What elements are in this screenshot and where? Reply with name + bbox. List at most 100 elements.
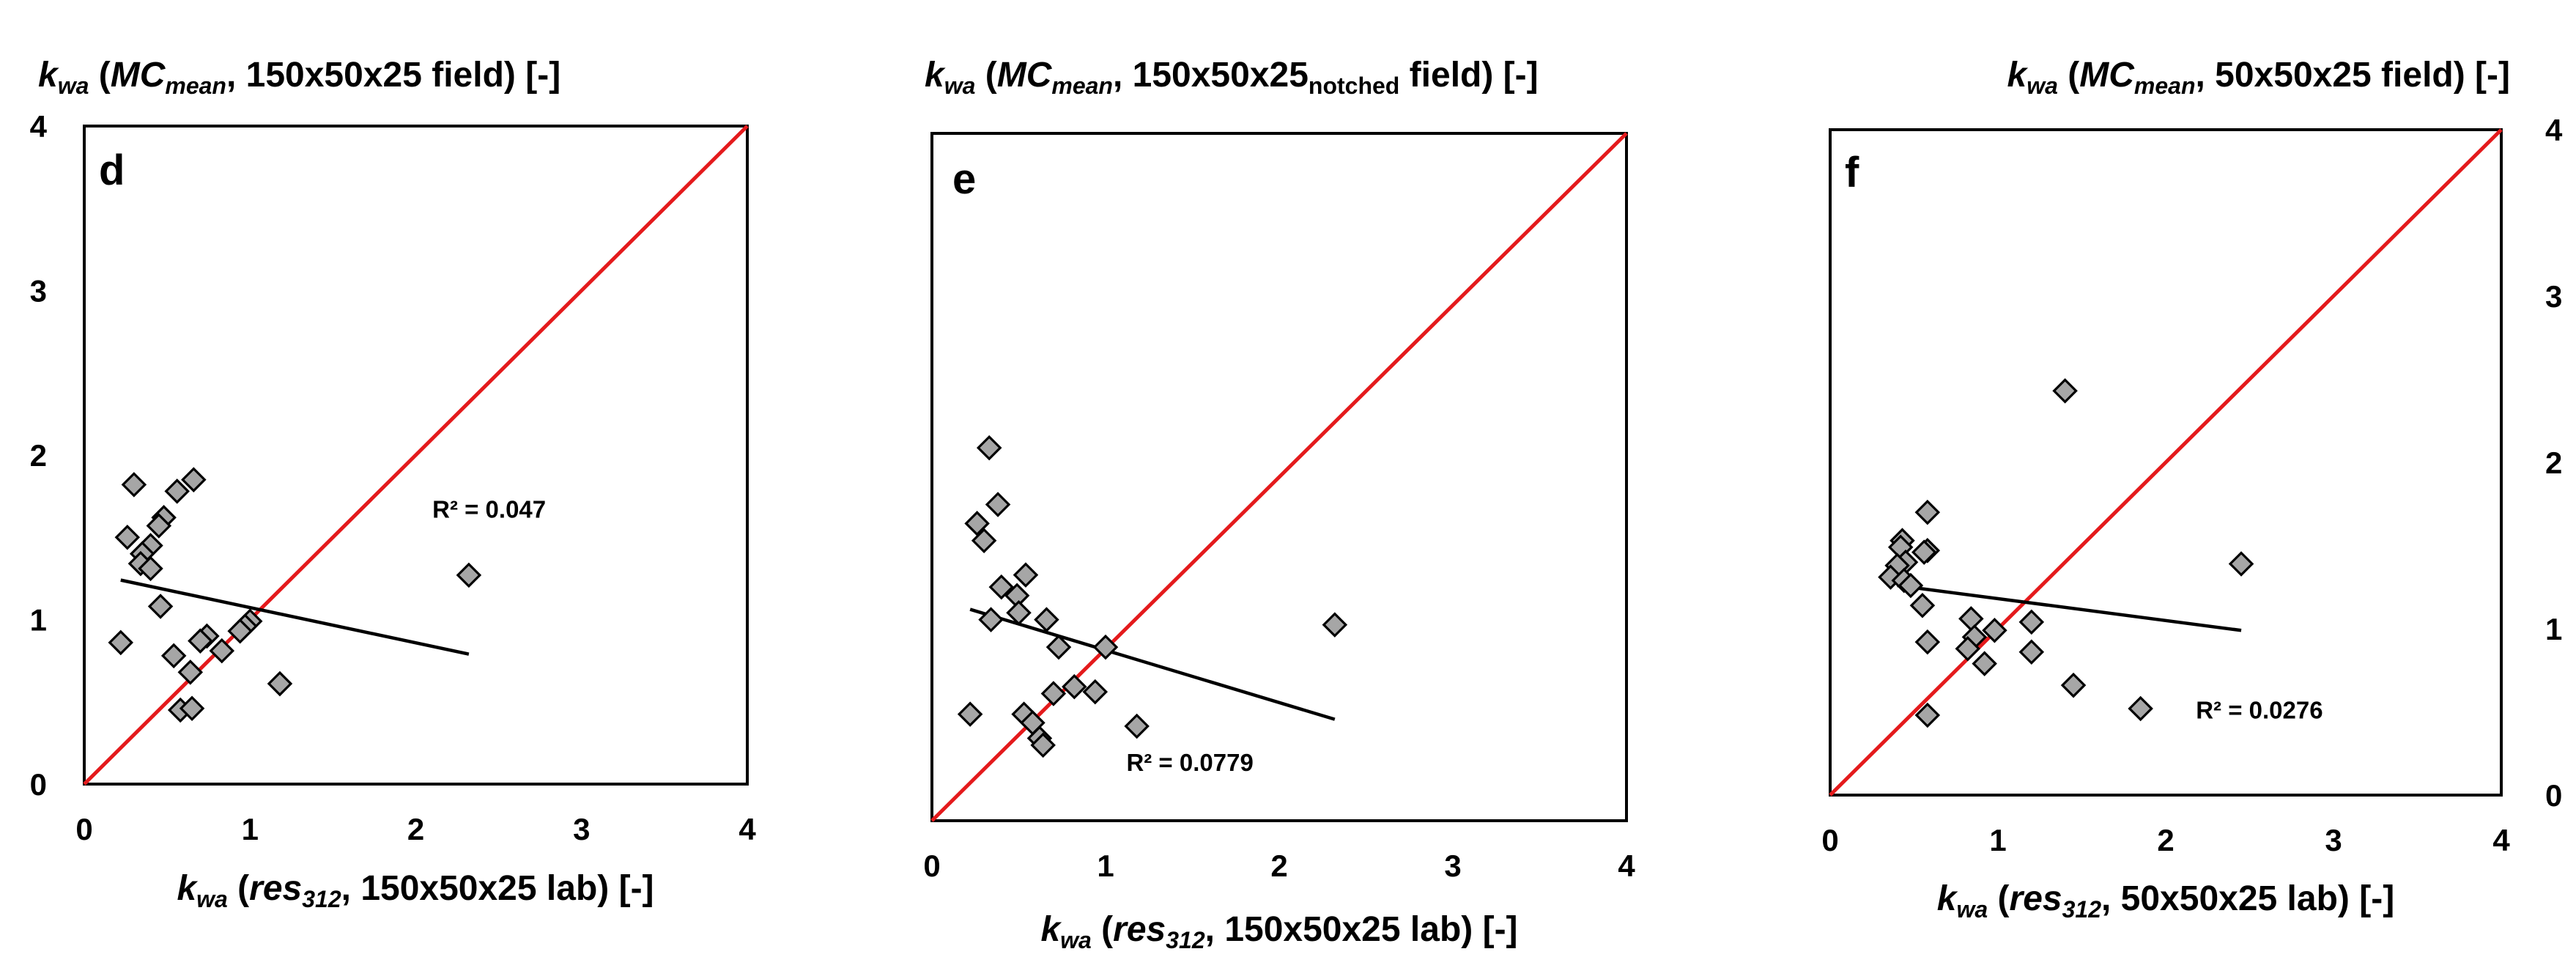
x-tick-label: 3 — [1444, 849, 1461, 883]
data-point — [1898, 572, 1924, 599]
x-tick-label: 3 — [573, 812, 590, 846]
plot-frame — [930, 132, 1628, 822]
trend-line — [969, 607, 1336, 721]
data-point — [146, 513, 172, 539]
data-point — [1914, 499, 1941, 525]
data-point — [1322, 612, 1348, 638]
y-tick-label: 2 — [30, 438, 47, 473]
data-point — [1030, 732, 1056, 758]
x-tick-label: 2 — [1270, 849, 1287, 883]
data-point — [147, 594, 174, 619]
data-point — [1082, 679, 1109, 705]
data-point — [2052, 378, 2078, 404]
data-point — [267, 670, 293, 697]
identity-line — [930, 132, 1628, 822]
data-point — [976, 435, 1002, 461]
data-point — [209, 638, 235, 664]
x-tick-label: 1 — [1989, 823, 2006, 857]
panel-letter: f — [1845, 149, 1859, 196]
y-tick-label: 0 — [30, 767, 47, 802]
x-axis-label: kwa (res312, 150x50x25 lab) [-] — [1040, 910, 1517, 953]
trend-line — [120, 578, 470, 656]
data-point — [2128, 695, 2153, 722]
y-axis-label: kwa (MCmean, 150x50x25notched field) [-] — [925, 56, 1539, 99]
x-tick-label: 4 — [1618, 849, 1635, 883]
x-tick-label: 1 — [242, 812, 259, 846]
identity-line — [83, 125, 749, 786]
data-point — [456, 562, 482, 588]
x-tick-label: 2 — [407, 812, 424, 846]
y-tick-label: 3 — [30, 274, 47, 309]
data-point — [108, 629, 134, 656]
x-tick-label: 2 — [2157, 823, 2174, 857]
x-tick-label: 1 — [1097, 849, 1114, 883]
data-point — [188, 628, 213, 654]
r-squared-label: R² = 0.047 — [432, 495, 546, 522]
data-point — [2228, 551, 2254, 577]
data-point — [1034, 607, 1059, 632]
data-point — [177, 660, 204, 685]
data-point — [1045, 634, 1072, 660]
y-axis-label: kwa (MCmean, 150x50x25 field) [-] — [38, 56, 560, 99]
data-point — [227, 618, 253, 644]
y-axis-label: kwa (MCmean, 50x50x25 field) [-] — [2007, 56, 2510, 99]
data-point — [971, 528, 997, 554]
x-tick-label: 3 — [2325, 823, 2342, 857]
plot-frame — [1829, 128, 2503, 797]
data-point — [1955, 635, 1981, 662]
data-point — [1914, 629, 1941, 655]
x-axis-label: kwa (res312, 150x50x25 lab) [-] — [177, 869, 654, 912]
x-tick-label: 4 — [2492, 823, 2510, 857]
x-tick-label: 0 — [923, 849, 940, 883]
data-point — [985, 492, 1011, 517]
r-squared-label: R² = 0.0276 — [2196, 697, 2323, 724]
panel-e: e R² = 0.0779 0 1 2 3 4 kwa (MCmean, 150x50x25n… — [923, 56, 1635, 953]
x-axis-label: kwa (res312, 50x50x25 lab) [-] — [1937, 879, 2394, 923]
data-point — [2018, 609, 2045, 635]
data-point — [121, 472, 147, 498]
x-tick-label: 0 — [1821, 823, 1838, 857]
data-point — [114, 524, 141, 550]
data-point — [160, 643, 187, 669]
data-point — [1909, 592, 1936, 618]
y-tick-label: 4 — [30, 109, 48, 144]
data-point — [1911, 539, 1937, 565]
r-squared-label: R² = 0.0779 — [1126, 749, 1253, 776]
y-tick-label: 2 — [2545, 446, 2562, 480]
data-point — [957, 701, 983, 727]
data-point — [1006, 599, 1032, 626]
data-point — [179, 695, 205, 721]
data-point — [1972, 651, 1997, 676]
data-point — [164, 479, 190, 504]
x-tick-label: 0 — [75, 812, 92, 846]
panel-letter: e — [952, 155, 976, 203]
plot-frame — [83, 125, 749, 786]
panel-d: d R² = 0.047 0 1 2 3 4 0 1 2 3 4 kwa (MCmean, 150x50… — [30, 56, 757, 912]
y-tick-label: 1 — [30, 603, 47, 638]
trend-line — [1897, 583, 2242, 632]
data-point — [1124, 713, 1150, 739]
y-tick-label: 4 — [2545, 113, 2563, 147]
identity-line — [1829, 128, 2503, 797]
panel-letter: d — [99, 147, 125, 194]
data-point — [1092, 634, 1119, 660]
data-point — [138, 555, 163, 582]
data-point — [1062, 673, 1087, 700]
data-point — [1013, 562, 1039, 588]
y-tick-label: 1 — [2545, 612, 2562, 646]
data-point — [1040, 681, 1067, 706]
panel-f: f R² = 0.0276 0 1 2 3 4 0 1 2 3 4 kwa (MCmean, 50x50… — [1821, 56, 2563, 923]
data-point — [1914, 702, 1941, 728]
y-tick-label: 3 — [2545, 279, 2562, 314]
data-point — [988, 574, 1015, 600]
data-point — [1958, 606, 1984, 632]
data-point — [181, 467, 207, 492]
data-point — [2018, 639, 2045, 665]
x-tick-label: 4 — [739, 812, 756, 846]
data-point — [1982, 618, 2007, 643]
data-point — [2060, 672, 2087, 698]
data-point — [964, 511, 990, 536]
data-point — [978, 607, 1004, 632]
y-tick-label: 0 — [2545, 778, 2562, 813]
